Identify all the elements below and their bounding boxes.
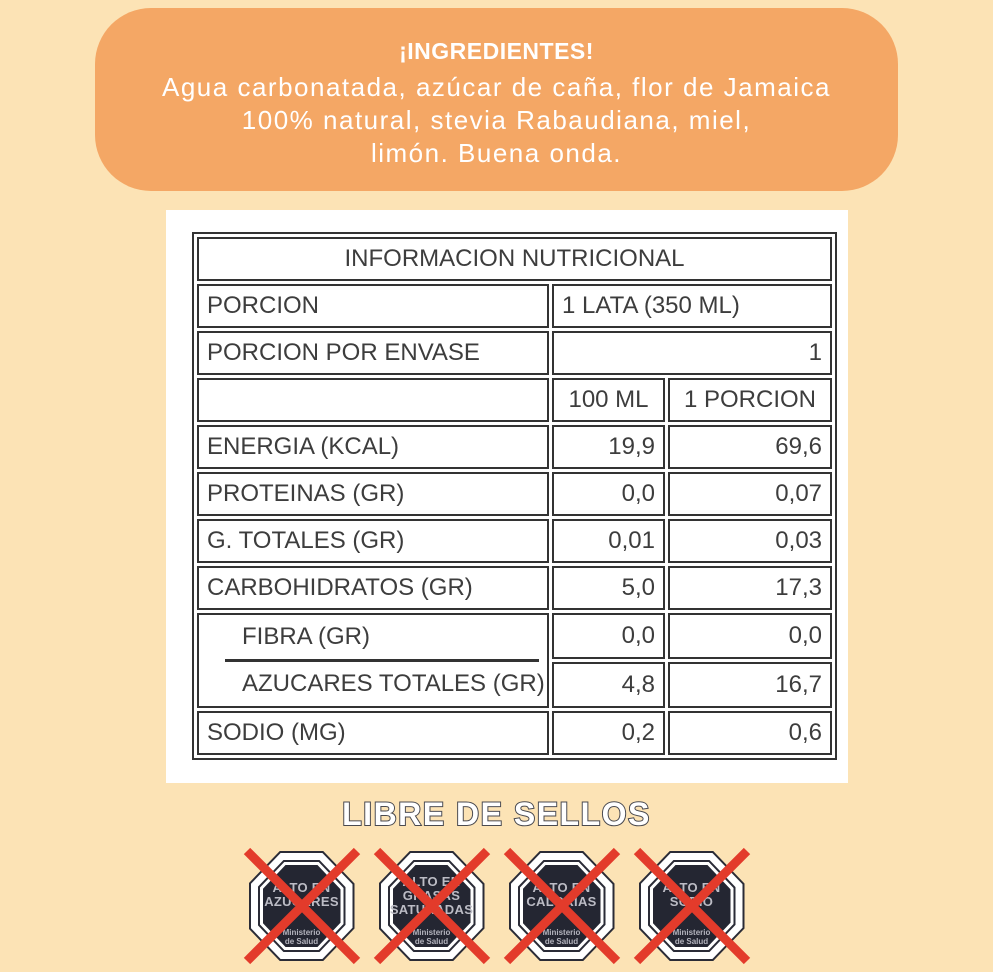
row-value-porcion: 0,0: [668, 613, 833, 659]
porcion-label: PORCION: [197, 284, 549, 328]
row-value-100ml: 19,9: [552, 425, 665, 469]
row-value-porcion: 17,3: [668, 566, 833, 610]
nutrition-table: INFORMACION NUTRICIONAL PORCION 1 LATA (…: [192, 232, 838, 760]
table-row: 100 ML 1 PORCION: [197, 378, 833, 422]
table-row: 4,8 16,7: [197, 662, 833, 708]
seals-row: ALTO EN AZÚCARES Ministerio de Salud ALT…: [0, 847, 993, 965]
seal-ministry-text: Ministerio de Salud: [672, 928, 711, 946]
row-value-porcion: 69,6: [668, 425, 833, 469]
ingredients-banner: ¡INGREDIENTES! Agua carbonatada, azúcar …: [95, 8, 898, 191]
row-label-fibra: FIBRA (GR): [242, 623, 371, 650]
row-value-porcion: 0,07: [668, 472, 833, 516]
row-value-100ml: 0,0: [552, 613, 665, 659]
row-label: SODIO (MG): [197, 711, 549, 755]
row-value-100ml: 5,0: [552, 566, 665, 610]
row-value-100ml: 0,0: [552, 472, 665, 516]
row-label: G. TOTALES (GR): [197, 519, 549, 563]
porcion-envase-value: 1: [552, 331, 833, 375]
row-value-porcion: 0,03: [668, 519, 833, 563]
table-row: PROTEINAS (GR) 0,0 0,07: [197, 472, 833, 516]
seal-ministry-text: Ministerio de Salud: [412, 928, 451, 946]
seal-ministry-text: Ministerio de Salud: [282, 928, 321, 946]
row-label: CARBOHIDRATOS (GR): [197, 566, 549, 610]
ingredients-text: Agua carbonatada, azúcar de caña, flor d…: [162, 72, 831, 168]
table-row: INFORMACION NUTRICIONAL: [197, 237, 833, 281]
table-row: FIBRA (GR) AZUCARES TOTALES (GR) 0,0 0,0: [197, 613, 833, 708]
table-row: SODIO (MG) 0,2 0,6: [197, 711, 833, 755]
row-label: PROTEINAS (GR): [197, 472, 549, 516]
sub-rows-label-cell: FIBRA (GR) AZUCARES TOTALES (GR): [197, 613, 549, 708]
seal-alto-en-grasas-saturadas: ALTO EN GRASAS SATURADAS Ministerio de S…: [373, 847, 490, 965]
nutrition-card: INFORMACION NUTRICIONAL PORCION 1 LATA (…: [166, 210, 848, 783]
empty-header-cell: [197, 378, 549, 422]
seal-alto-en-azucares: ALTO EN AZÚCARES Ministerio de Salud: [243, 847, 360, 965]
sub-row-divider: [225, 659, 539, 662]
libre-de-sellos-title: LIBRE DE SELLOS: [341, 795, 651, 833]
table-row: G. TOTALES (GR) 0,01 0,03: [197, 519, 833, 563]
red-cross-icon: [243, 847, 360, 965]
table-row: ENERGIA (KCAL) 19,9 69,6: [197, 425, 833, 469]
row-label: ENERGIA (KCAL): [197, 425, 549, 469]
red-cross-icon: [503, 847, 620, 965]
table-row: CARBOHIDRATOS (GR) 5,0 17,3: [197, 566, 833, 610]
red-cross-icon: [633, 847, 750, 965]
row-value-100ml: 4,8: [552, 662, 665, 708]
row-value-100ml: 0,01: [552, 519, 665, 563]
seal-alto-en-calorias: ALTO EN CALORÍAS Ministerio de Salud: [503, 847, 620, 965]
red-cross-icon: [373, 847, 490, 965]
column-header-100ml: 100 ML: [552, 378, 665, 422]
porcion-envase-label: PORCION POR ENVASE: [197, 331, 549, 375]
table-row: PORCION POR ENVASE 1: [197, 331, 833, 375]
table-title: INFORMACION NUTRICIONAL: [197, 237, 833, 281]
ingredients-title: ¡INGREDIENTES!: [399, 38, 594, 64]
row-value-100ml: 0,2: [552, 711, 665, 755]
table-row: PORCION 1 LATA (350 ML): [197, 284, 833, 328]
row-label-azucares: AZUCARES TOTALES (GR): [242, 670, 545, 697]
row-value-porcion: 16,7: [668, 662, 833, 708]
seal-ministry-text: Ministerio de Salud: [542, 928, 581, 946]
row-value-porcion: 0,6: [668, 711, 833, 755]
column-header-porcion: 1 PORCION: [668, 378, 833, 422]
seal-alto-en-sodio: ALTO EN SODIO Ministerio de Salud: [633, 847, 750, 965]
porcion-value: 1 LATA (350 ML): [552, 284, 833, 328]
